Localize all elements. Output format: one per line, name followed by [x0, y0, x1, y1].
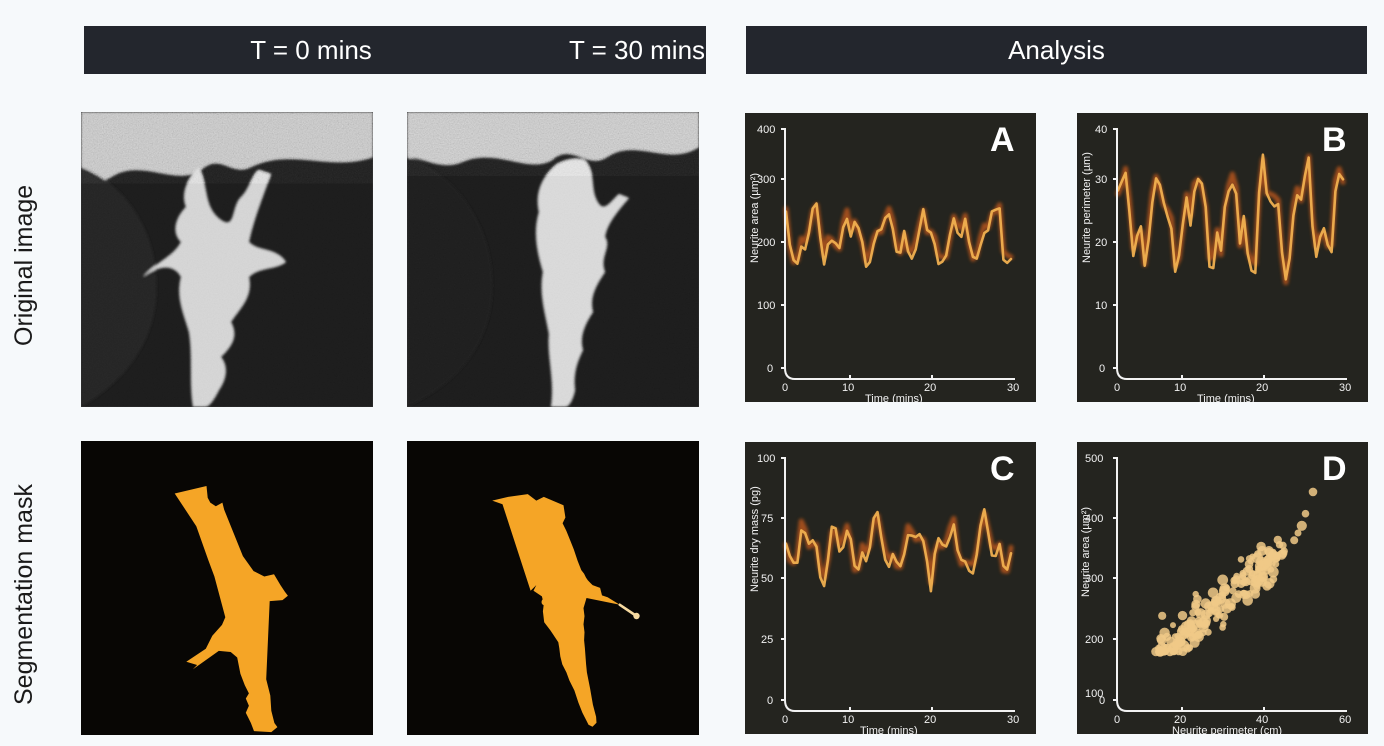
svg-text:20: 20 — [1095, 237, 1107, 249]
svg-text:100: 100 — [757, 300, 775, 312]
svg-text:0: 0 — [767, 695, 773, 707]
svg-text:0: 0 — [1099, 695, 1105, 707]
svg-text:B: B — [1322, 121, 1347, 159]
svg-text:75: 75 — [761, 513, 773, 525]
svg-text:Time (mins): Time (mins) — [865, 393, 923, 402]
svg-text:20: 20 — [924, 382, 936, 394]
svg-text:200: 200 — [1085, 634, 1103, 646]
svg-text:0: 0 — [767, 363, 773, 375]
svg-text:Neurite perimeter (cm): Neurite perimeter (cm) — [1172, 725, 1282, 734]
svg-text:C: C — [990, 450, 1015, 488]
svg-text:Neurite area (µm²): Neurite area (µm²) — [1080, 507, 1092, 597]
svg-text:25: 25 — [761, 634, 773, 646]
svg-text:D: D — [1322, 450, 1347, 488]
svg-text:0: 0 — [1114, 382, 1120, 394]
svg-text:Neurite perimeter (µm): Neurite perimeter (µm) — [1081, 152, 1093, 263]
svg-text:10: 10 — [842, 714, 854, 726]
svg-text:Time (mins): Time (mins) — [1197, 393, 1255, 402]
svg-text:0: 0 — [1099, 363, 1105, 375]
svg-text:30: 30 — [1339, 382, 1351, 394]
svg-text:30: 30 — [1007, 714, 1019, 726]
svg-text:20: 20 — [924, 714, 936, 726]
svg-text:0: 0 — [782, 382, 788, 394]
svg-text:Neurite area (µm²): Neurite area (µm²) — [749, 173, 761, 263]
svg-text:500: 500 — [1085, 453, 1103, 465]
svg-text:10: 10 — [842, 382, 854, 394]
svg-text:400: 400 — [757, 124, 775, 136]
svg-text:60: 60 — [1339, 714, 1351, 726]
svg-text:0: 0 — [1114, 714, 1120, 726]
svg-text:20: 20 — [1256, 382, 1268, 394]
svg-text:10: 10 — [1095, 300, 1107, 312]
svg-text:Time (mins): Time (mins) — [860, 725, 918, 734]
svg-text:30: 30 — [1007, 382, 1019, 394]
svg-text:40: 40 — [1095, 124, 1107, 136]
svg-text:50: 50 — [761, 573, 773, 585]
svg-text:A: A — [990, 121, 1015, 159]
svg-text:30: 30 — [1095, 174, 1107, 186]
svg-text:100: 100 — [757, 453, 775, 465]
svg-text:0: 0 — [782, 714, 788, 726]
svg-text:10: 10 — [1174, 382, 1186, 394]
svg-text:Neurite dry mass (pg): Neurite dry mass (pg) — [749, 486, 761, 592]
